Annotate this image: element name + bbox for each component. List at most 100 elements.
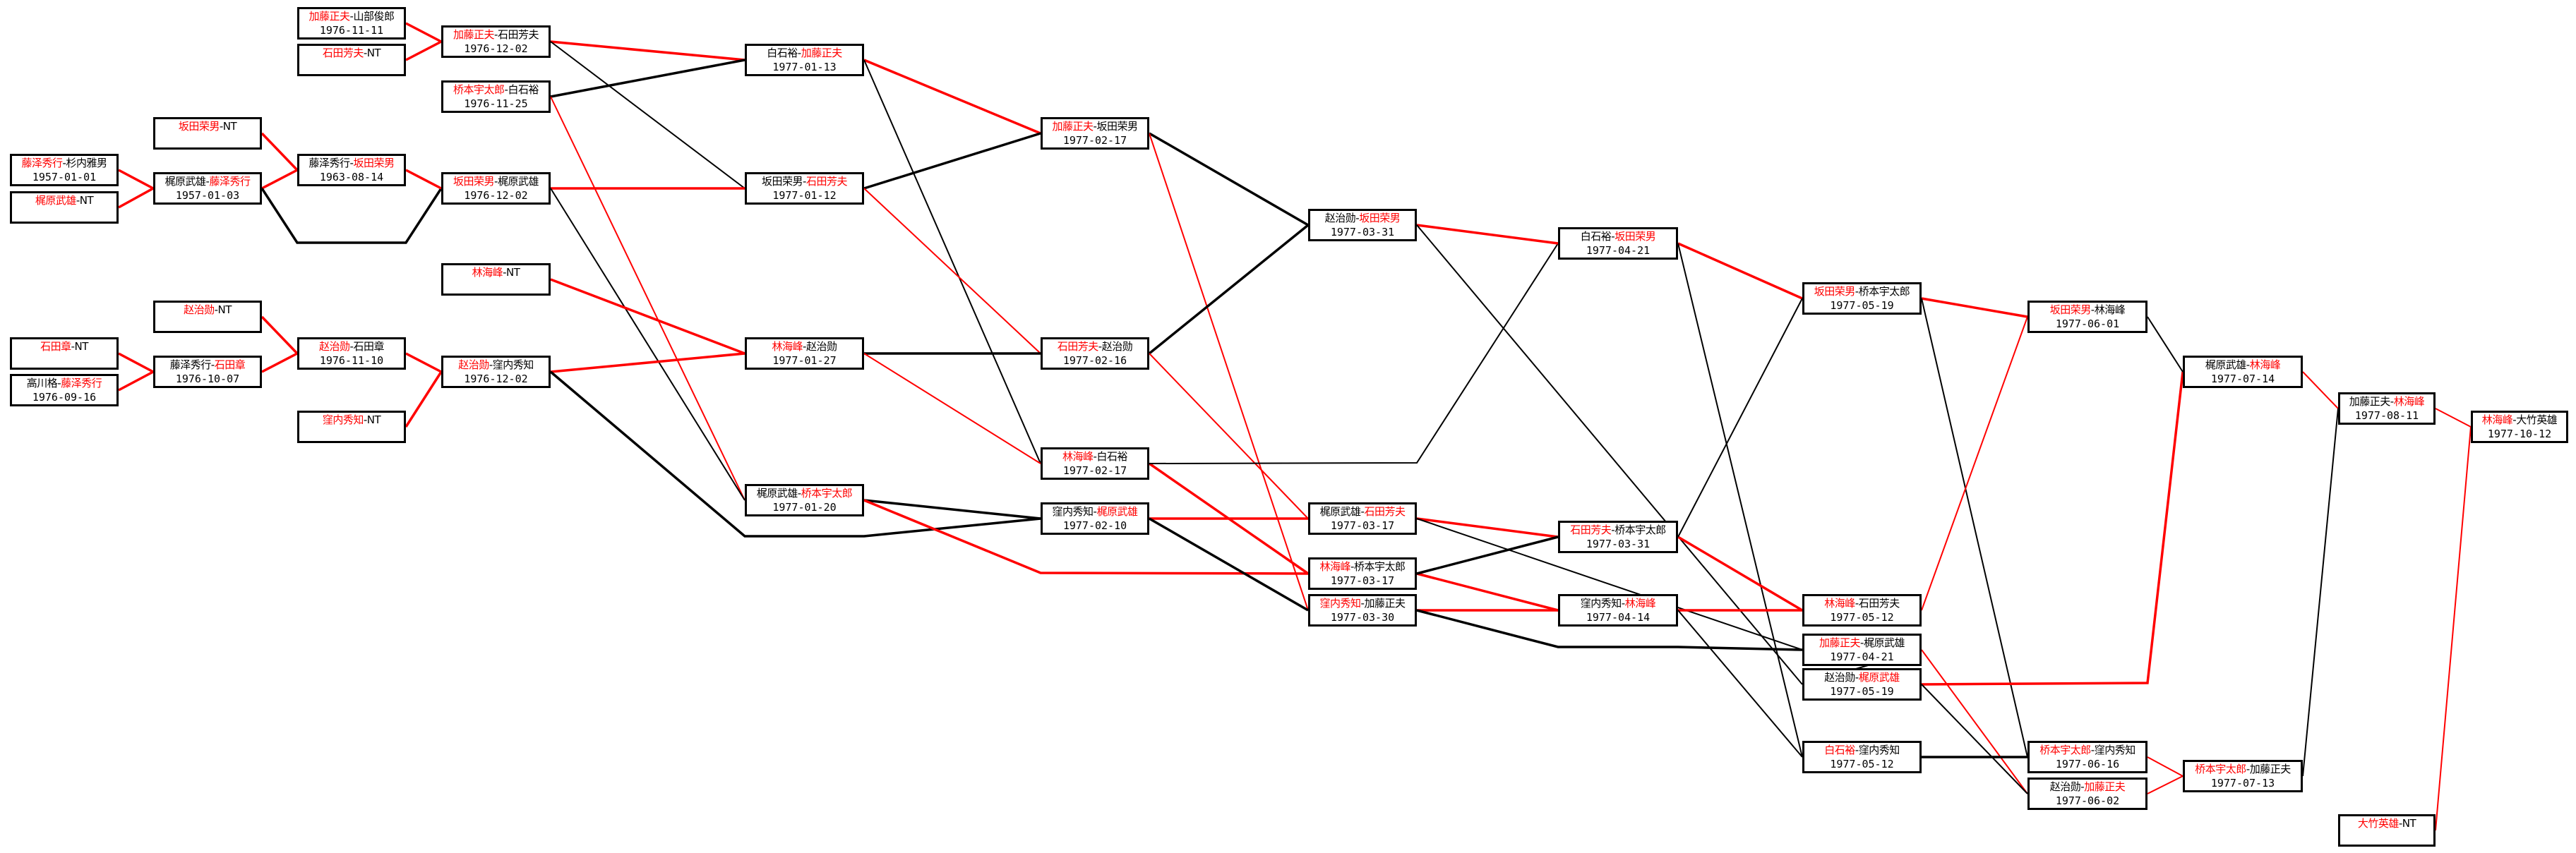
- link-winner: [1416, 224, 1559, 245]
- player-2: NT: [74, 340, 89, 353]
- separator: -: [349, 10, 354, 23]
- match-box: 梶原武雄-桥本宇太郎 1977-01-20: [745, 484, 864, 516]
- match-box: 林海峰-大竹英雄 1977-10-12: [2471, 411, 2568, 443]
- link-winner: [118, 352, 154, 373]
- match-players: 林海峰-NT: [443, 265, 549, 279]
- match-players: 桥本宇太郎-白石裕: [443, 83, 549, 97]
- link-winner: [1149, 353, 1309, 519]
- player-2: 大竹英雄: [2516, 413, 2558, 426]
- match-date: 1977-07-13: [2210, 777, 2275, 790]
- match-players: 加藤正夫-山部俊郎: [299, 9, 404, 23]
- player-2: 梶原武雄: [1858, 671, 1900, 684]
- player-1: 梶原武雄: [1319, 505, 1362, 518]
- separator: -: [363, 413, 367, 426]
- match-date: 1977-05-12: [1830, 611, 1894, 624]
- player-1: 梶原武雄: [164, 175, 207, 188]
- link-loser: [1921, 298, 2028, 758]
- player-1: 梶原武雄: [35, 194, 77, 207]
- player-2: 桥本宇太郎: [1353, 560, 1406, 573]
- player-1: 窪内秀知: [1052, 505, 1094, 518]
- player-1: 加藤正夫: [308, 10, 351, 23]
- separator: -: [349, 157, 354, 169]
- separator: -: [2246, 358, 2250, 371]
- player-1: 林海峰: [472, 266, 503, 279]
- match-date: 1977-10-12: [2487, 428, 2552, 440]
- player-2: 山部俊郎: [353, 10, 395, 23]
- player-1: 赵治勋: [1324, 212, 1356, 224]
- match-box: 梶原武雄-NT: [10, 191, 119, 224]
- match-date: 1977-04-14: [1586, 611, 1651, 624]
- match-players: 加藤正夫-石田芳夫: [443, 28, 549, 42]
- match-box: 梶原武雄-藤泽秀行 1957-01-03: [153, 172, 262, 205]
- separator: -: [1093, 450, 1097, 463]
- separator: -: [1093, 120, 1097, 133]
- match-date: 1976-09-16: [32, 391, 97, 404]
- player-1: 加藤正夫: [453, 28, 495, 41]
- match-date: 1977-06-02: [2055, 794, 2120, 807]
- player-2: 窪内秀知: [1858, 744, 1900, 756]
- match-date: 1977-02-16: [1062, 354, 1127, 367]
- match-date: [155, 317, 260, 331]
- match-box: 白石裕-坂田荣男 1977-04-21: [1558, 227, 1678, 260]
- link-winner: [1921, 297, 2028, 318]
- match-date: 1977-03-17: [1330, 519, 1395, 532]
- separator: -: [1855, 285, 1859, 298]
- link-winner: [2147, 775, 2183, 794]
- player-2: 赵治勋: [805, 340, 837, 353]
- separator: -: [2080, 780, 2085, 793]
- separator: -: [494, 175, 498, 188]
- match-date: 1957-01-01: [32, 171, 97, 183]
- player-2: 窪内秀知: [2094, 744, 2136, 756]
- link-winner: [2435, 408, 2472, 428]
- separator: -: [1355, 212, 1360, 224]
- player-1: 坂田荣男: [2049, 303, 2092, 316]
- match-box: 窪内秀知-梶原武雄 1977-02-10: [1041, 502, 1149, 535]
- match-date: 1976-11-11: [319, 24, 384, 37]
- match-box: 藤泽秀行-杉内雅男 1957-01-01: [10, 154, 119, 186]
- link-winner: [1921, 371, 2184, 686]
- player-1: 赵治勋: [1824, 671, 1855, 684]
- link-loser: [1921, 684, 2028, 794]
- match-players: 加藤正夫-梶原武雄: [1804, 636, 1919, 650]
- link-winner: [261, 169, 298, 190]
- match-players: 赵治勋-加藤正夫: [2030, 780, 2145, 794]
- link-winner: [118, 187, 154, 209]
- link-loser: [1149, 132, 1309, 226]
- player-2: NT: [366, 413, 381, 426]
- player-1: 赵治勋: [319, 340, 350, 353]
- match-players: 桥本宇太郎-窪内秀知: [2030, 743, 2145, 757]
- match-date: 1977-02-17: [1062, 464, 1127, 477]
- separator: -: [1611, 230, 1615, 243]
- match-box: 赵治勋-石田章 1976-11-10: [297, 337, 406, 370]
- player-1: 石田芳夫: [1570, 524, 1612, 536]
- separator: -: [494, 28, 498, 41]
- link-loser: [2147, 316, 2183, 373]
- match-players: 赵治勋-梶原武雄: [1804, 670, 1919, 684]
- match-date: 1977-04-21: [1586, 244, 1651, 257]
- player-1: 赵治勋: [458, 358, 489, 371]
- player-1: 林海峰: [1824, 597, 1855, 610]
- link-winner: [1921, 316, 2028, 611]
- match-players: 梶原武雄-藤泽秀行: [155, 174, 260, 188]
- player-2: 坂田荣男: [1359, 212, 1401, 224]
- match-players: 林海峰-大竹英雄: [2473, 413, 2566, 427]
- player-1: 林海峰: [1062, 450, 1094, 463]
- link-winner: [863, 353, 1041, 464]
- player-2: 桥本宇太郎: [801, 487, 853, 500]
- separator: -: [1350, 560, 1354, 573]
- link-loser: [1416, 536, 1559, 575]
- player-2: 林海峰: [2249, 358, 2281, 371]
- player-1: 坂田荣男: [1814, 285, 1856, 298]
- match-box: 赵治勋-NT: [153, 301, 262, 333]
- player-2: 白石裕: [1096, 450, 1127, 463]
- match-date: [155, 133, 260, 147]
- link-loser: [863, 132, 1041, 190]
- match-players: 石田芳夫-赵治勋: [1043, 339, 1147, 353]
- match-players: 林海峰-赵治勋: [747, 339, 862, 353]
- match-box: 高川格-藤泽秀行 1976-09-16: [10, 374, 119, 406]
- player-2: 桥本宇太郎: [1858, 285, 1910, 298]
- player-1: 林海峰: [2481, 413, 2513, 426]
- match-box: 加藤正夫-林海峰 1977-08-11: [2338, 392, 2436, 425]
- match-box: 坂田荣男-NT: [153, 117, 262, 150]
